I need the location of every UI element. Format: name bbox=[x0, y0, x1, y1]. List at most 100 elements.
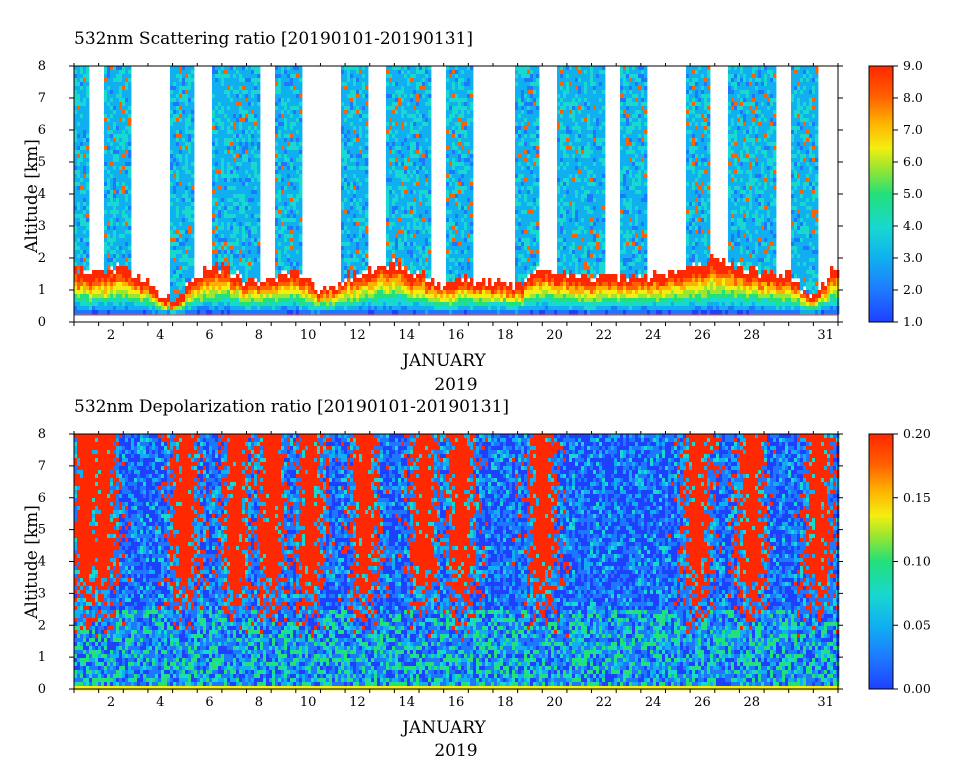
heatmap-cell bbox=[227, 262, 230, 266]
heatmap-cell bbox=[77, 242, 80, 246]
heatmap-cell bbox=[275, 298, 278, 302]
heatmap-cell bbox=[284, 150, 287, 154]
heatmap-cell bbox=[275, 190, 278, 194]
heatmap-cell bbox=[221, 82, 224, 86]
heatmap-cell bbox=[80, 102, 83, 106]
heatmap-cell bbox=[242, 262, 245, 266]
heatmap-cell bbox=[200, 294, 203, 298]
heatmap-cell bbox=[176, 154, 179, 158]
heatmap-cell bbox=[188, 130, 191, 134]
heatmap-cell bbox=[143, 290, 146, 294]
heatmap-cell bbox=[86, 186, 89, 190]
heatmap-cell bbox=[80, 222, 83, 226]
heatmap-cell bbox=[185, 102, 188, 106]
heatmap-cell bbox=[278, 290, 281, 294]
heatmap-cell bbox=[113, 130, 116, 134]
heatmap-cell bbox=[80, 98, 83, 102]
heatmap-cell bbox=[233, 214, 236, 218]
heatmap-cell bbox=[230, 270, 233, 274]
heatmap-cell bbox=[80, 94, 83, 98]
heatmap-cell bbox=[275, 262, 278, 266]
heatmap-cell bbox=[284, 258, 287, 262]
heatmap-cell bbox=[179, 130, 182, 134]
heatmap-cell bbox=[116, 166, 119, 170]
heatmap-cell bbox=[284, 294, 287, 298]
heatmap-cell bbox=[77, 258, 80, 262]
heatmap-cell bbox=[188, 222, 191, 226]
heatmap-cell bbox=[233, 226, 236, 230]
heatmap-cell bbox=[107, 222, 110, 226]
heatmap-cell bbox=[92, 298, 95, 302]
heatmap-cell bbox=[233, 218, 236, 222]
heatmap-cell bbox=[224, 298, 227, 302]
heatmap-cell bbox=[107, 110, 110, 114]
heatmap-cell bbox=[215, 114, 218, 118]
heatmap-cell bbox=[257, 162, 260, 166]
heatmap-cell bbox=[251, 302, 254, 306]
heatmap-cell bbox=[254, 194, 257, 198]
heatmap-cell bbox=[248, 126, 251, 130]
heatmap-cell bbox=[182, 286, 185, 290]
heatmap-cell bbox=[173, 142, 176, 146]
heatmap-cell bbox=[86, 254, 89, 258]
heatmap-cell bbox=[104, 298, 107, 302]
heatmap-cell bbox=[215, 282, 218, 286]
heatmap-cell bbox=[218, 142, 221, 146]
heatmap-cell bbox=[242, 114, 245, 118]
heatmap-cell bbox=[227, 190, 230, 194]
heatmap-cell bbox=[119, 294, 122, 298]
heatmap-cell bbox=[95, 270, 98, 274]
heatmap-cell bbox=[290, 86, 293, 90]
heatmap-cell bbox=[77, 202, 80, 206]
heatmap-cell bbox=[230, 210, 233, 214]
heatmap-cell bbox=[290, 90, 293, 94]
heatmap-cell bbox=[287, 170, 290, 174]
heatmap-cell bbox=[239, 110, 242, 114]
heatmap-cell bbox=[218, 306, 221, 310]
heatmap-cell bbox=[131, 278, 134, 282]
heatmap-cell bbox=[290, 130, 293, 134]
heatmap-cell bbox=[284, 170, 287, 174]
heatmap-cell bbox=[278, 94, 281, 98]
heatmap-cell bbox=[239, 78, 242, 82]
heatmap-cell bbox=[290, 206, 293, 210]
heatmap-cell bbox=[284, 206, 287, 210]
heatmap-cell bbox=[77, 118, 80, 122]
heatmap-cell bbox=[263, 302, 266, 306]
heatmap-cell bbox=[230, 226, 233, 230]
heatmap-cell bbox=[227, 170, 230, 174]
heatmap-cell bbox=[248, 226, 251, 230]
heatmap-cell bbox=[227, 150, 230, 154]
heatmap-cell bbox=[215, 102, 218, 106]
heatmap-cell bbox=[215, 298, 218, 302]
heatmap-cell bbox=[257, 270, 260, 274]
heatmap-cell bbox=[128, 190, 131, 194]
heatmap-cell bbox=[230, 290, 233, 294]
heatmap-cell bbox=[191, 122, 194, 126]
heatmap-cell bbox=[170, 138, 173, 142]
heatmap-cell bbox=[176, 82, 179, 86]
heatmap-cell bbox=[233, 230, 236, 234]
heatmap-cell bbox=[200, 306, 203, 310]
heatmap-cell bbox=[278, 214, 281, 218]
heatmap-cell bbox=[284, 146, 287, 150]
heatmap-cell bbox=[239, 258, 242, 262]
heatmap-cell bbox=[236, 174, 239, 178]
heatmap-cell bbox=[242, 154, 245, 158]
heatmap-cell bbox=[221, 194, 224, 198]
heatmap-cell bbox=[170, 278, 173, 282]
heatmap-cell bbox=[74, 214, 77, 218]
heatmap-cell bbox=[164, 306, 167, 310]
heatmap-cell bbox=[251, 198, 254, 202]
heatmap-cell bbox=[176, 270, 179, 274]
heatmap-cell bbox=[188, 110, 191, 114]
heatmap-cell bbox=[107, 138, 110, 142]
heatmap-cell bbox=[188, 150, 191, 154]
heatmap-cell bbox=[221, 114, 224, 118]
heatmap-cell bbox=[122, 258, 125, 262]
heatmap-cell bbox=[257, 290, 260, 294]
heatmap-cell bbox=[185, 70, 188, 74]
heatmap-cell bbox=[284, 222, 287, 226]
heatmap-cell bbox=[107, 178, 110, 182]
heatmap-cell bbox=[155, 302, 158, 306]
